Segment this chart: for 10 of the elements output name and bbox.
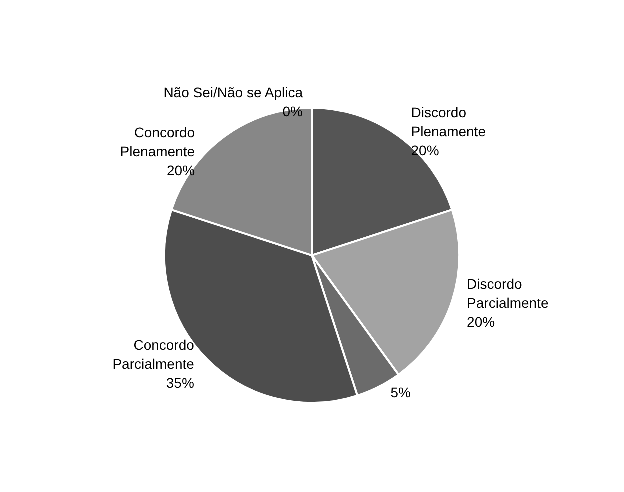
data-label: 20% [467,314,496,330]
category-label: Não Sei/Não se Aplica [164,84,303,100]
slice-label: Discordo Parcialmente [467,276,549,311]
data-label: 20% [411,142,440,158]
slice-label: Discordo Plenamente [411,104,486,140]
data-label: 35% [166,375,194,392]
slice-label: Concordo Parcialmente [112,337,195,372]
data-label: 5% [390,384,411,400]
data-label: 20% [166,162,196,178]
slice-label: Concordo Plenamente [120,124,196,160]
